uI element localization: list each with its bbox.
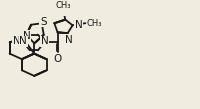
Text: O: O bbox=[53, 54, 62, 64]
Text: N: N bbox=[13, 36, 20, 46]
Text: N: N bbox=[41, 36, 48, 46]
Text: N: N bbox=[23, 31, 31, 41]
Text: N: N bbox=[19, 36, 27, 46]
Text: N: N bbox=[75, 20, 83, 30]
Text: CH₃: CH₃ bbox=[56, 1, 71, 10]
Text: S: S bbox=[40, 17, 47, 27]
Text: CH₃: CH₃ bbox=[86, 19, 102, 28]
Text: N: N bbox=[65, 35, 73, 45]
